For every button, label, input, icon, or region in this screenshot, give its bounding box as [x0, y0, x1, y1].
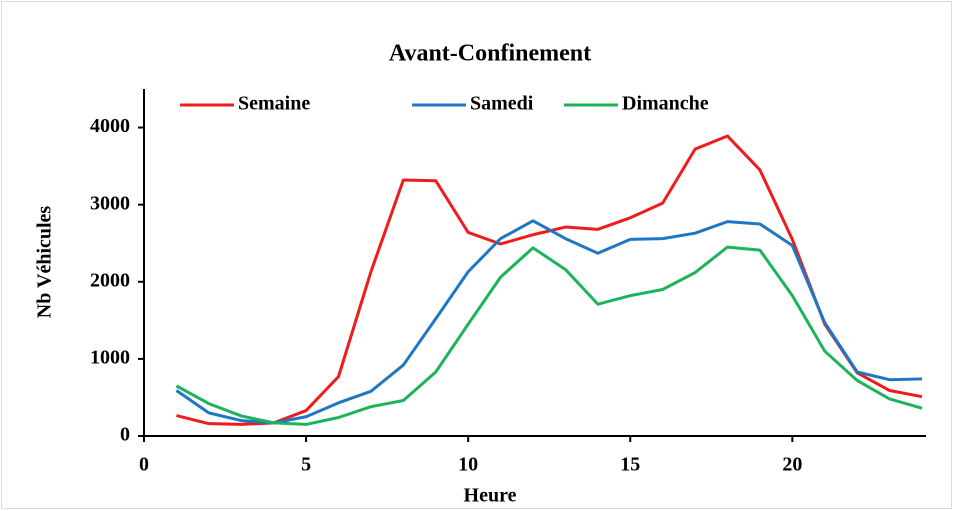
legend-label: Samedi [470, 93, 534, 115]
series-line [175, 245, 923, 426]
y-tick-label: 3000 [90, 192, 130, 214]
series-line [175, 219, 923, 425]
legend-label: Dimanche [622, 93, 709, 115]
chart-title: Avant-Confinement [389, 41, 591, 67]
legend-label: Semaine [238, 93, 310, 115]
x-tick-label: 5 [301, 454, 311, 476]
x-axis-label: Heure [464, 485, 517, 507]
x-tick-label: 15 [620, 454, 640, 476]
x-tick-label: 0 [139, 454, 149, 476]
y-tick-label: 0 [120, 424, 130, 446]
y-tick-label: 2000 [90, 269, 130, 291]
y-tick-label: 4000 [90, 115, 130, 137]
y-tick-label: 1000 [90, 346, 130, 368]
x-tick-label: 10 [458, 454, 478, 476]
x-tick-label: 20 [782, 454, 802, 476]
y-axis-label: Nb Véhicules [34, 206, 56, 319]
